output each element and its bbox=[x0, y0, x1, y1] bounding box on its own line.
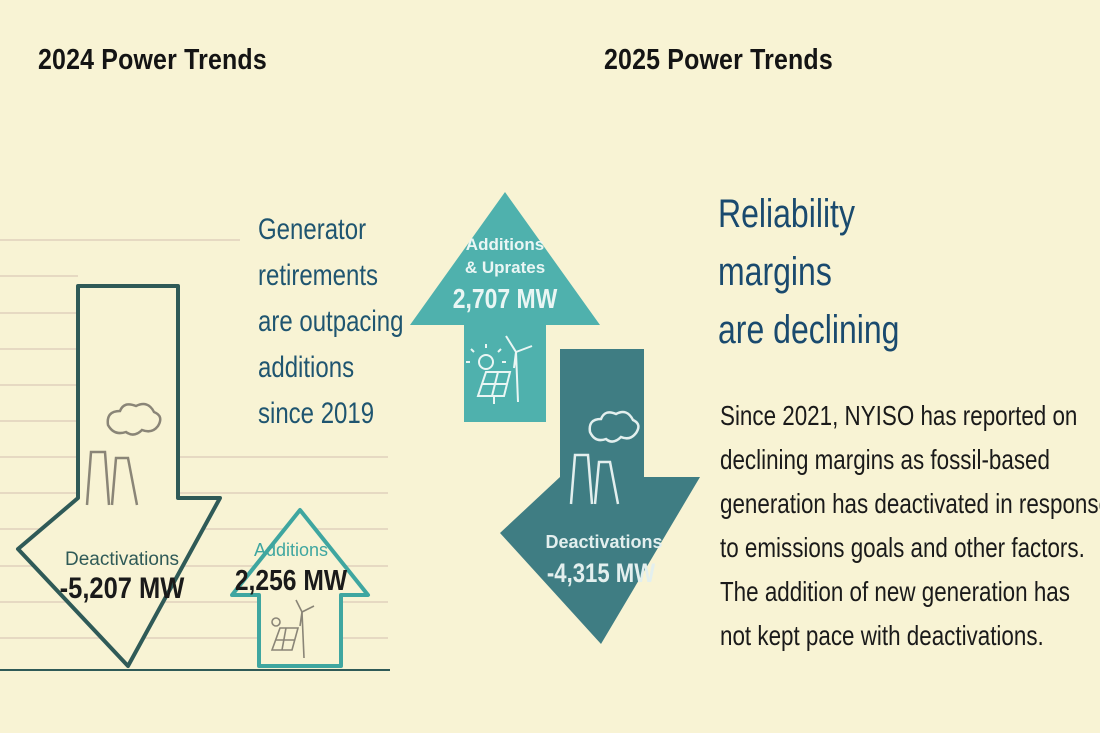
deactivations-2025-arrow bbox=[500, 349, 700, 644]
headline-line: margins bbox=[718, 250, 832, 294]
additions-2025-label-line1: Additions bbox=[466, 235, 544, 254]
additions-2025-label-line2: & Uprates bbox=[465, 258, 545, 277]
solar-panel-icon-2025 bbox=[476, 371, 512, 404]
headline-line: Reliability bbox=[718, 192, 855, 236]
wind-turbine-icon-2025 bbox=[505, 335, 533, 403]
power-plant-icon-2025 bbox=[569, 410, 640, 505]
additions-2024-value: 2,256 MW bbox=[235, 564, 348, 596]
body-line: not kept pace with deactivations. bbox=[720, 620, 1044, 651]
body-line: Since 2021, NYISO has reported on bbox=[720, 400, 1078, 431]
deactivations-2025-value: -4,315 MW bbox=[547, 559, 656, 589]
sun-icon bbox=[466, 344, 506, 370]
headline-2025: Reliability margins are declining bbox=[718, 185, 945, 359]
background-lines bbox=[0, 239, 388, 639]
body-paragraph-2025: Since 2021, NYISO has reported on declin… bbox=[720, 394, 1100, 658]
tagline-line: since 2019 bbox=[258, 397, 375, 430]
deactivations-2024-value: -5,207 MW bbox=[60, 571, 185, 604]
additions-2025-arrow bbox=[410, 192, 600, 422]
solar-panel-icon bbox=[270, 617, 300, 651]
additions-2024-label: Additions bbox=[254, 540, 328, 560]
tagline-line: Generator bbox=[258, 213, 367, 246]
deactivations-2024-arrow bbox=[16, 284, 222, 668]
headline-line: are declining bbox=[718, 308, 900, 352]
title-2024: 2024 Power Trends bbox=[38, 44, 267, 76]
tagline-line: are outpacing bbox=[258, 305, 404, 338]
deactivations-2024-label: Deactivations bbox=[65, 549, 179, 570]
body-line: declining margins as fossil-based bbox=[720, 444, 1050, 475]
deactivations-2025-label: Deactivations bbox=[545, 532, 662, 552]
body-line: generation has deactivated in response bbox=[720, 488, 1100, 519]
body-line: to emissions goals and other factors. bbox=[720, 532, 1085, 563]
body-line: The addition of new generation has bbox=[720, 576, 1070, 607]
tagline-line: additions bbox=[258, 351, 355, 384]
additions-2024-arrow bbox=[230, 508, 370, 668]
tagline-line: retirements bbox=[258, 259, 379, 292]
tagline-2024: Generator retirements are outpacing addi… bbox=[258, 207, 440, 437]
wind-turbine-icon bbox=[295, 599, 315, 659]
additions-2025-value: 2,707 MW bbox=[453, 284, 558, 315]
power-plant-icon bbox=[85, 402, 162, 506]
title-2025: 2025 Power Trends bbox=[604, 44, 833, 76]
